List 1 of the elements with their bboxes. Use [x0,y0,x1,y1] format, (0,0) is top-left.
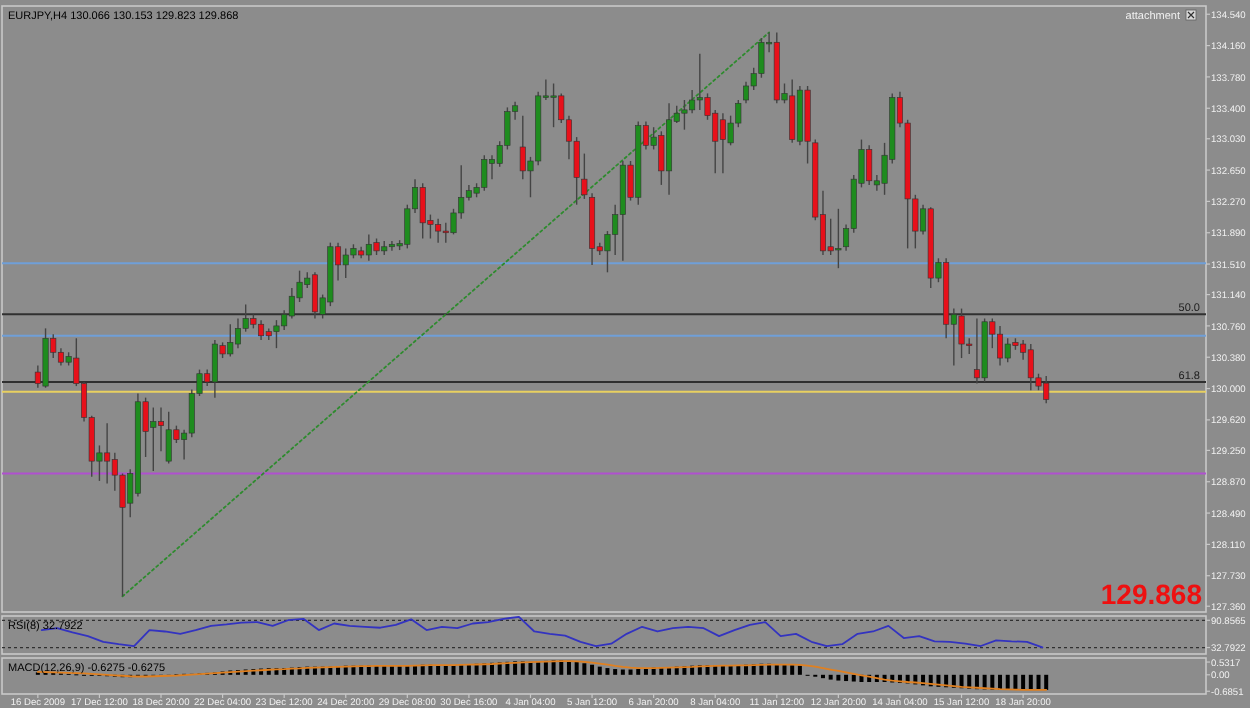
annotation: 129.868 [1100,578,1203,610]
